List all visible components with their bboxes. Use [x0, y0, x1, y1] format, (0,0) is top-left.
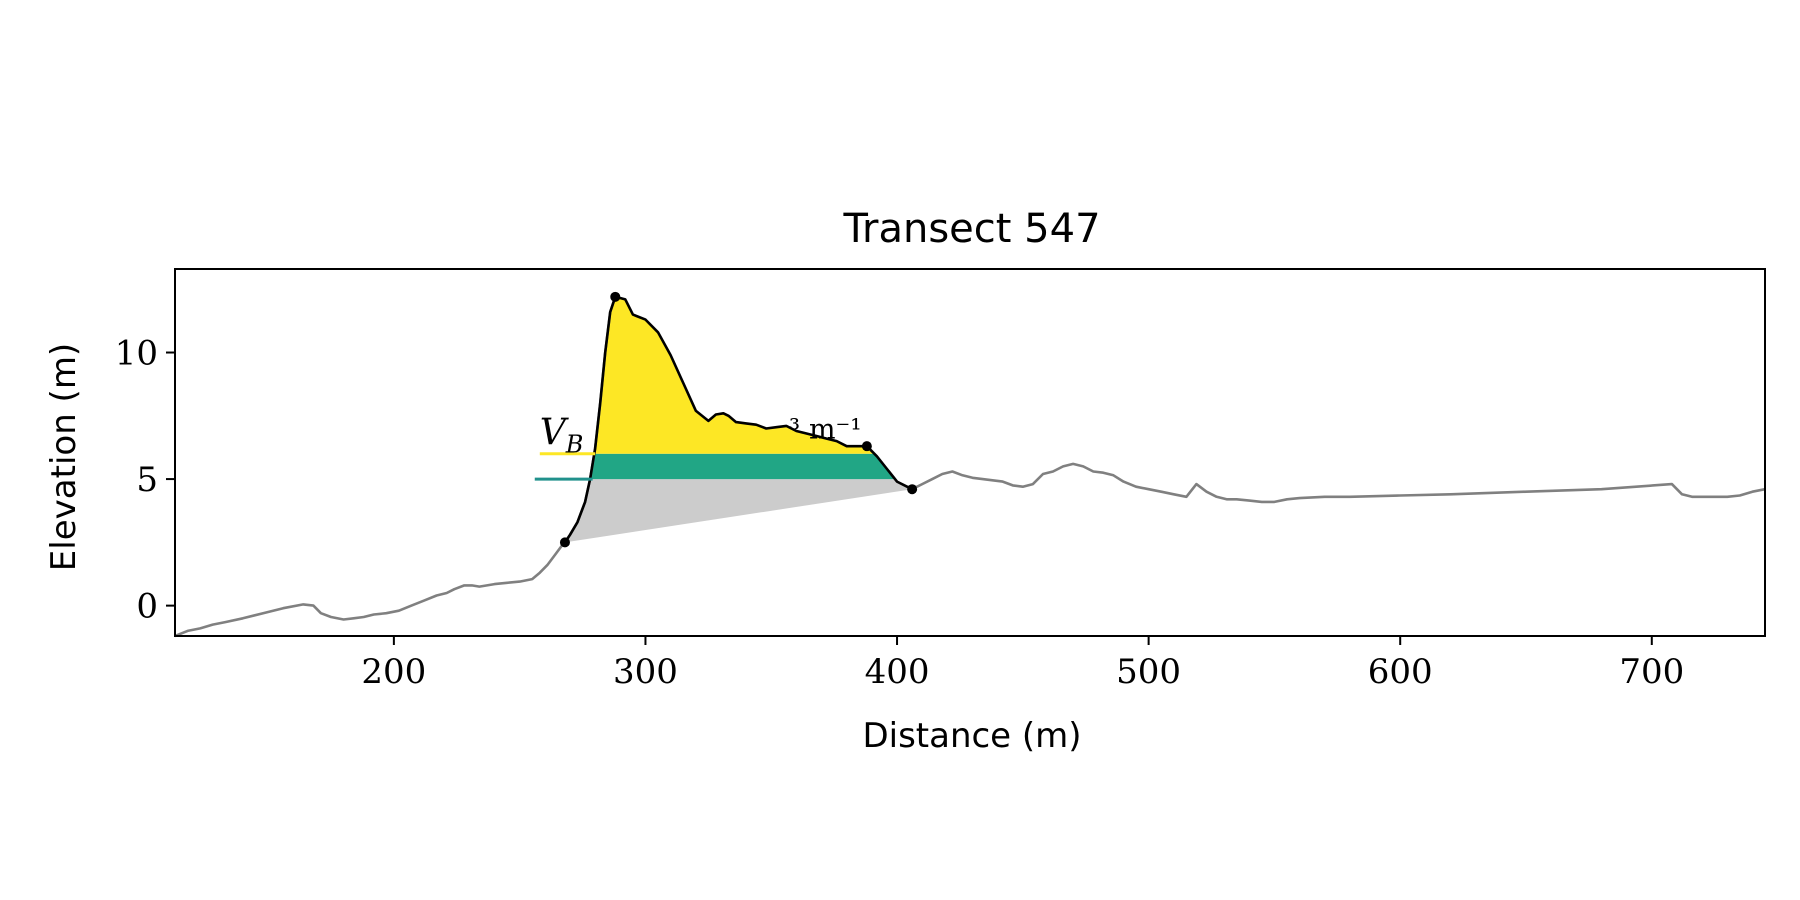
y-axis-label: Elevation (m) — [44, 343, 84, 571]
axis-ticks: 200 300 400 500 600 700 0 5 10 — [115, 334, 1685, 692]
upper-volume-region — [594, 296, 875, 454]
markers: VB ³ m⁻¹ — [540, 291, 918, 548]
marker-crest — [610, 291, 621, 302]
x-axis-label: Distance (m) — [862, 716, 1081, 756]
level-lines — [534, 452, 596, 481]
profile-line-2 — [911, 462, 1766, 504]
x-tick-label: 400 — [865, 652, 930, 692]
y-tick-label: 5 — [136, 460, 158, 500]
middle-volume-region — [590, 453, 895, 480]
lower-volume-region — [565, 479, 913, 543]
dune-profile-line — [563, 295, 913, 544]
x-tick-label: 600 — [1368, 652, 1433, 692]
x-tick-label: 300 — [613, 652, 678, 692]
x-tick-label: 500 — [1116, 652, 1181, 692]
x-tick-label: 700 — [1619, 652, 1684, 692]
x-tick-label: 200 — [361, 652, 426, 692]
marker-end — [907, 484, 918, 495]
fill-regions — [565, 296, 913, 543]
y-tick-label: 10 — [115, 334, 158, 374]
marker-toe — [559, 537, 570, 548]
marker-heel — [861, 441, 872, 452]
y-tick-label: 0 — [136, 587, 158, 627]
profile-line-0 — [174, 296, 617, 638]
annotation-units: ³ m⁻¹ — [789, 413, 862, 446]
chart-title: Transect 547 — [842, 206, 1100, 252]
series-lines — [174, 295, 1766, 638]
plot-frame — [174, 268, 1766, 637]
annotation-label: VB — [540, 413, 584, 459]
